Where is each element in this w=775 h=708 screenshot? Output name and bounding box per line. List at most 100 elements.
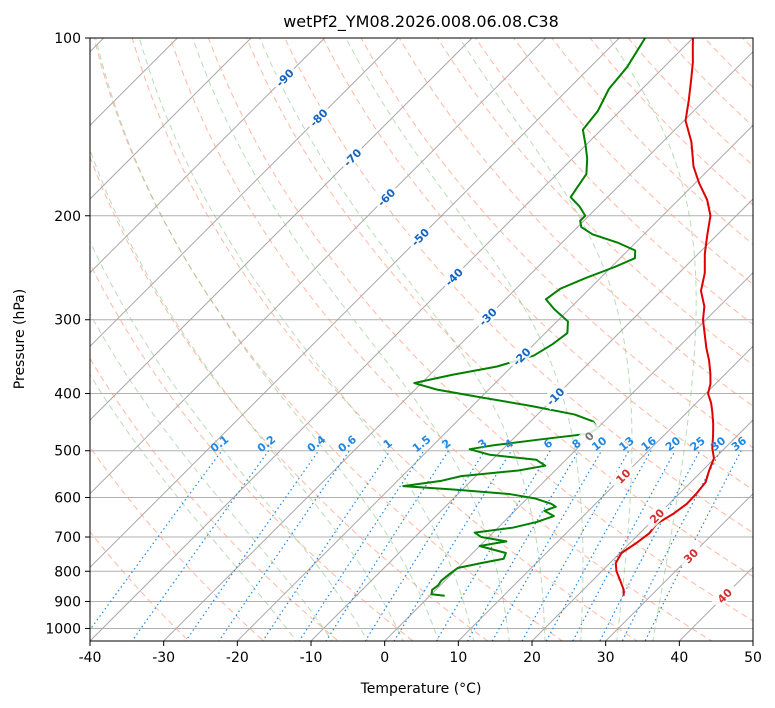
x-axis-title: Temperature (°C) bbox=[360, 681, 482, 697]
dry-adiabat bbox=[169, 38, 713, 641]
mixing-ratio-line bbox=[545, 450, 652, 641]
mixing-ratio-line bbox=[185, 450, 320, 641]
x-tick-label: -10 bbox=[300, 650, 323, 666]
mixing-ratio-line bbox=[491, 450, 603, 641]
moist-adiabat bbox=[138, 38, 475, 641]
isobar-gridlines bbox=[90, 38, 753, 629]
isotherm-line bbox=[236, 124, 753, 641]
moist-adiabat bbox=[95, 38, 439, 641]
isotherm-label-bg bbox=[608, 461, 637, 490]
plot-frame bbox=[89, 37, 754, 642]
mixing-ratio-line bbox=[599, 450, 701, 641]
x-tick-label: 10 bbox=[449, 650, 467, 666]
dry-adiabat bbox=[90, 357, 339, 641]
moist-adiabat bbox=[90, 373, 297, 641]
isotherm-line bbox=[383, 271, 753, 641]
isotherm-label-bg bbox=[371, 182, 400, 211]
x-tick-label: 20 bbox=[523, 650, 541, 666]
y-axis-ticks: 100 200 300 400 500 600 700 800 900 1000 bbox=[45, 31, 90, 637]
isotherm-line bbox=[457, 345, 753, 641]
moist-adiabats bbox=[90, 38, 697, 641]
mixing-ratio-line bbox=[466, 450, 580, 641]
isotherm-line bbox=[531, 419, 753, 641]
mixing-ratio-line bbox=[325, 450, 450, 641]
mixing-ratio-line bbox=[621, 450, 721, 641]
y-tick-label: 500 bbox=[54, 444, 81, 460]
dry-adiabat bbox=[90, 446, 265, 641]
isotherm-label-bg bbox=[506, 341, 536, 371]
isotherm-label-bg bbox=[574, 421, 603, 450]
x-tick-label: 40 bbox=[670, 650, 688, 666]
dry-adiabats bbox=[90, 38, 753, 641]
plot-area-background bbox=[90, 38, 753, 641]
dry-adiabat bbox=[90, 531, 190, 641]
isotherm-label-bg bbox=[675, 541, 705, 570]
x-axis-ticks: -40 -30 -20 -10 0 10 20 30 40 50 bbox=[79, 641, 762, 666]
isotherm-label-bg bbox=[642, 501, 671, 530]
isotherm-label-bg bbox=[472, 302, 502, 331]
isotherm-label-bg bbox=[405, 222, 434, 251]
isotherm-line bbox=[162, 50, 753, 641]
mixing-ratio-line bbox=[298, 450, 425, 641]
isotherm-label-bg bbox=[337, 142, 366, 171]
x-tick-label: -40 bbox=[79, 650, 102, 666]
dry-adiabat bbox=[246, 38, 753, 578]
mixing-ratio-lines bbox=[90, 450, 742, 641]
isotherm-label-bg bbox=[439, 262, 468, 291]
dry-adiabat bbox=[207, 38, 753, 622]
moist-adiabat bbox=[345, 38, 584, 641]
mixing-ratio-line bbox=[393, 450, 512, 641]
isotherm-label-bg bbox=[269, 62, 299, 92]
y-tick-label: 100 bbox=[54, 31, 81, 47]
moist-adiabat bbox=[90, 312, 333, 641]
y-tick-label: 200 bbox=[54, 209, 81, 225]
isotherm-line bbox=[310, 198, 753, 641]
mixing-ratio-line bbox=[521, 450, 630, 641]
moist-adiabat bbox=[458, 38, 633, 641]
mixing-ratio-line bbox=[131, 450, 270, 641]
moist-adiabat bbox=[90, 240, 369, 641]
moist-adiabat bbox=[608, 38, 697, 641]
mixing-ratio-line bbox=[364, 450, 486, 641]
y-tick-label: 400 bbox=[54, 387, 81, 403]
y-tick-label: 900 bbox=[54, 594, 81, 610]
isotherm-label-bg bbox=[303, 102, 333, 132]
dry-adiabat bbox=[474, 38, 753, 326]
mixing-ratio-line bbox=[572, 450, 676, 641]
dry-adiabat bbox=[284, 38, 753, 534]
mixing-ratio-line bbox=[644, 450, 742, 641]
isotherm-line bbox=[90, 38, 326, 274]
moist-adiabat bbox=[259, 38, 546, 641]
moist-adiabat bbox=[192, 38, 510, 641]
y-tick-label: 700 bbox=[54, 530, 81, 546]
dry-adiabat bbox=[90, 262, 414, 641]
y-tick-label: 300 bbox=[54, 313, 81, 329]
y-tick-label: 600 bbox=[54, 490, 81, 506]
mixing-ratio-line bbox=[435, 450, 551, 641]
isotherm-line bbox=[90, 38, 694, 641]
x-tick-label: 50 bbox=[744, 650, 762, 666]
x-tick-label: 30 bbox=[597, 650, 615, 666]
isotherm-line bbox=[90, 38, 547, 495]
chart-title: wetPf2_YM08.2026.008.06.08.C38 bbox=[283, 12, 559, 32]
isotherm-gridlines bbox=[90, 38, 753, 641]
x-tick-label: 0 bbox=[380, 650, 389, 666]
x-tick-label: -30 bbox=[152, 650, 175, 666]
isotherm-line bbox=[90, 38, 473, 421]
y-tick-label: 1000 bbox=[45, 621, 81, 637]
dry-adiabat bbox=[398, 38, 753, 407]
isotherm-line bbox=[90, 38, 252, 200]
y-tick-label: 800 bbox=[54, 564, 81, 580]
x-tick-label: -20 bbox=[226, 650, 249, 666]
y-axis-title: Pressure (hPa) bbox=[12, 289, 28, 389]
dry-adiabat bbox=[131, 38, 638, 641]
isotherm-line bbox=[90, 38, 621, 569]
isotherm-label-bg bbox=[709, 580, 739, 610]
moist-adiabat bbox=[90, 148, 404, 641]
temperature-profile bbox=[614, 38, 715, 596]
isotherm-label-bg bbox=[540, 381, 569, 410]
isotherm-line bbox=[90, 38, 400, 348]
dry-adiabat bbox=[436, 38, 753, 366]
